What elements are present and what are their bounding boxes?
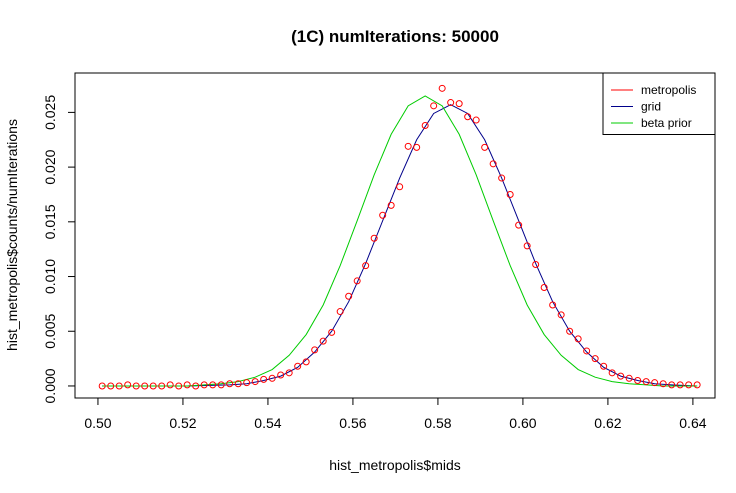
y-axis-label: hist_metropolis$counts/numIterations (4, 119, 20, 351)
data-point (217, 381, 225, 389)
data-point (251, 378, 259, 386)
data-point (600, 362, 608, 370)
data-point (243, 379, 251, 387)
data-point (472, 116, 480, 124)
data-point (557, 311, 565, 319)
data-point (404, 142, 412, 150)
data-point (455, 100, 463, 108)
data-point (107, 382, 115, 390)
data-point (608, 369, 616, 377)
data-point (277, 371, 285, 379)
data-point (200, 381, 208, 389)
data-point (532, 260, 540, 268)
data-point (591, 355, 599, 363)
data-point (498, 174, 506, 182)
data-point (311, 346, 319, 354)
data-point (115, 382, 123, 390)
legend-label: grid (641, 100, 661, 114)
data-point (651, 379, 659, 387)
y-tick-label: 0.010 (42, 259, 58, 294)
y-tick-label: 0.025 (42, 95, 58, 130)
data-point (447, 99, 455, 107)
plot-frame (74, 72, 716, 399)
x-tick-label: 0.56 (339, 415, 366, 431)
data-point (668, 381, 676, 389)
data-point (574, 335, 582, 343)
data-point (438, 84, 446, 92)
legend-label: beta prior (641, 116, 692, 130)
data-point (464, 113, 472, 121)
y-tick-label: 0.000 (42, 368, 58, 403)
data-point (183, 381, 191, 389)
y-tick-label: 0.020 (42, 149, 58, 184)
x-tick-label: 0.52 (169, 415, 196, 431)
data-point (132, 382, 140, 390)
data-point (260, 375, 268, 383)
data-point (362, 262, 370, 270)
data-point (141, 382, 149, 390)
data-point (124, 381, 132, 389)
data-point (166, 381, 174, 389)
data-point (328, 328, 336, 336)
data-point (413, 143, 421, 151)
data-point (566, 327, 574, 335)
data-line (102, 104, 698, 387)
data-point (234, 380, 242, 388)
x-axis-label: hist_metropolis$mids (329, 457, 461, 473)
data-point (192, 382, 200, 390)
y-tick-label: 0.005 (42, 314, 58, 349)
data-point (523, 242, 531, 250)
data-point (396, 183, 404, 191)
x-tick-label: 0.50 (84, 415, 111, 431)
data-point (421, 122, 429, 130)
data-point (430, 102, 438, 110)
data-point (158, 382, 166, 390)
data-point (319, 337, 327, 345)
data-point (294, 362, 302, 370)
x-tick-label: 0.60 (509, 415, 536, 431)
x-tick-label: 0.54 (254, 415, 281, 431)
data-point (285, 369, 293, 377)
data-line (102, 95, 698, 387)
data-point (98, 382, 106, 390)
data-point (481, 143, 489, 151)
data-point (379, 211, 387, 219)
data-point (209, 381, 217, 389)
data-point (642, 378, 650, 386)
data-point (226, 380, 234, 388)
data-point (625, 374, 633, 382)
data-point (175, 382, 183, 390)
data-point (685, 381, 693, 389)
data-point (506, 190, 514, 198)
data-point (149, 382, 157, 390)
data-point (489, 160, 497, 168)
data-point (336, 308, 344, 316)
legend-label: metropolis (641, 83, 696, 97)
data-point (634, 376, 642, 384)
data-point (345, 292, 353, 300)
data-point (302, 358, 310, 366)
data-point (693, 381, 701, 389)
data-point (515, 221, 523, 229)
data-point (617, 372, 625, 380)
chart-title: (1C) numIterations: 50000 (291, 27, 499, 46)
data-point (676, 381, 684, 389)
data-point (268, 374, 276, 382)
data-point (370, 234, 378, 242)
data-point (583, 347, 591, 355)
data-point (659, 380, 667, 388)
data-point (353, 277, 361, 285)
data-point (387, 201, 395, 209)
x-tick-label: 0.62 (594, 415, 621, 431)
x-tick-label: 0.58 (424, 415, 451, 431)
data-point (549, 301, 557, 309)
x-tick-label: 0.64 (679, 415, 706, 431)
data-point (540, 283, 548, 291)
y-tick-label: 0.015 (42, 204, 58, 239)
legend-box (602, 72, 716, 135)
